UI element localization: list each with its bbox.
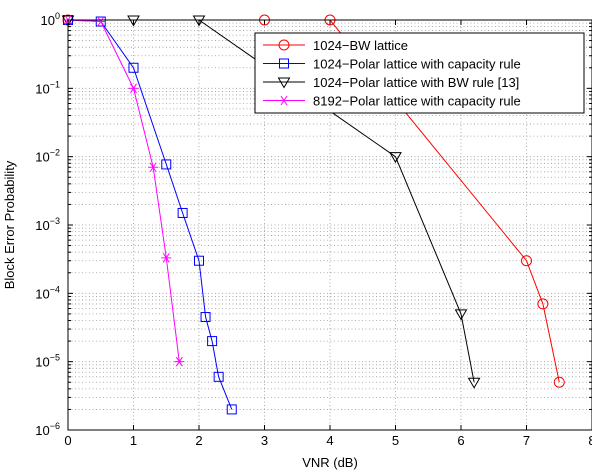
y-tick-exponent: −4	[50, 284, 60, 294]
x-tick-label: 1	[130, 433, 137, 448]
legend-item: 8192−Polar lattice with capacity rule	[263, 94, 521, 109]
data-point	[226, 404, 237, 415]
y-tick-label: 10−6	[35, 421, 60, 438]
data-point	[128, 83, 139, 94]
x-tick-label: 2	[195, 433, 202, 448]
data-point	[553, 376, 565, 388]
data-point	[161, 253, 172, 263]
y-tick-label: 100	[41, 11, 60, 28]
series-line	[67, 19, 180, 362]
data-point	[161, 159, 172, 170]
y-tick-label: 10−5	[35, 353, 60, 370]
data-point	[467, 377, 481, 389]
data-point	[279, 95, 289, 106]
data-point	[61, 15, 75, 27]
x-tick-label: 3	[261, 433, 268, 448]
y-tick-exponent: −2	[50, 148, 60, 158]
legend: 1024−BW lattice 1024−Polar lattice with c…	[254, 32, 585, 114]
data-point	[192, 15, 206, 27]
y-tick-exponent: −1	[50, 79, 60, 89]
y-tick-base: 10	[35, 355, 49, 370]
data-point	[95, 16, 106, 27]
y-tick-exponent: −6	[50, 421, 60, 431]
legend-label: 1024−Polar lattice with capacity rule	[313, 57, 521, 72]
legend-label: 1024−Polar lattice with BW rule [13]	[313, 75, 519, 90]
tick-labels: 01234567810010−110−210−310−410−510−6	[35, 11, 592, 448]
x-tick-label: 0	[64, 433, 71, 448]
legend-item: 1024−Polar lattice with BW rule [13]	[263, 75, 519, 90]
y-tick-base: 10	[41, 13, 55, 28]
legend-item: 1024−Polar lattice with capacity rule	[263, 57, 521, 72]
y-tick-base: 10	[35, 81, 49, 96]
series	[63, 15, 185, 367]
y-tick-base: 10	[35, 286, 49, 301]
y-tick-exponent: −5	[50, 353, 60, 363]
x-axis-label: VNR (dB)	[302, 455, 358, 470]
x-tick-label: 5	[392, 433, 399, 448]
data-point	[537, 298, 549, 310]
y-tick-base: 10	[35, 150, 49, 165]
x-tick-label: 7	[523, 433, 530, 448]
data-point	[200, 312, 211, 323]
plot-frame	[67, 19, 592, 431]
data-point	[194, 255, 204, 266]
y-tick-base: 10	[35, 423, 49, 438]
legend-label: 1024−BW lattice	[313, 38, 408, 53]
y-tick-label: 10−2	[35, 148, 60, 165]
data-point	[454, 309, 468, 321]
y-tick-exponent: −3	[50, 216, 60, 226]
data-point	[128, 62, 139, 73]
data-point	[277, 77, 291, 89]
data-point	[127, 15, 140, 27]
y-axis-label: Block Error Probability	[2, 160, 17, 289]
data-point	[207, 336, 218, 347]
data-point	[213, 371, 224, 382]
data-point	[279, 58, 289, 69]
x-tick-label: 4	[326, 433, 333, 448]
data-point	[148, 162, 159, 173]
legend-item: 1024−BW lattice	[263, 38, 408, 53]
legend-box	[254, 32, 585, 114]
y-tick-exponent: 0	[55, 11, 60, 21]
data-point	[389, 152, 402, 164]
data-point	[177, 207, 188, 218]
data-point	[521, 255, 532, 267]
x-tick-label: 6	[457, 433, 464, 448]
data-point	[174, 356, 185, 367]
series-line	[67, 19, 233, 410]
x-tick-label: 8	[588, 433, 592, 448]
y-tick-label: 10−3	[35, 216, 60, 233]
y-tick-label: 10−1	[35, 79, 60, 96]
y-tick-base: 10	[35, 218, 49, 233]
y-tick-label: 10−4	[35, 284, 60, 301]
data-point	[278, 39, 290, 51]
legend-label: 8192−Polar lattice with capacity rule	[313, 94, 521, 109]
